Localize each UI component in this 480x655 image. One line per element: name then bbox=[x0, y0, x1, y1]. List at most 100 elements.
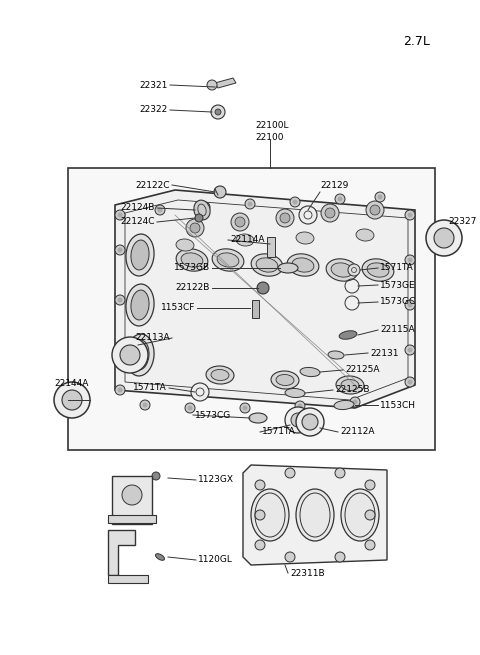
Circle shape bbox=[118, 297, 122, 303]
Ellipse shape bbox=[156, 553, 165, 560]
Text: 22124C: 22124C bbox=[120, 217, 155, 227]
Ellipse shape bbox=[206, 366, 234, 384]
Text: 22100: 22100 bbox=[255, 132, 284, 141]
Text: 1573GC: 1573GC bbox=[380, 297, 416, 307]
Circle shape bbox=[291, 413, 305, 427]
Circle shape bbox=[122, 485, 142, 505]
Circle shape bbox=[257, 282, 269, 294]
Circle shape bbox=[405, 345, 415, 355]
Ellipse shape bbox=[176, 249, 208, 271]
Circle shape bbox=[245, 199, 255, 209]
Circle shape bbox=[408, 303, 412, 307]
Ellipse shape bbox=[271, 371, 299, 389]
Circle shape bbox=[248, 202, 252, 206]
Circle shape bbox=[405, 210, 415, 220]
Circle shape bbox=[231, 213, 249, 231]
Text: 22122B: 22122B bbox=[176, 284, 210, 293]
Circle shape bbox=[215, 109, 221, 115]
Circle shape bbox=[325, 208, 335, 218]
Ellipse shape bbox=[367, 263, 389, 277]
Circle shape bbox=[295, 401, 305, 411]
Ellipse shape bbox=[331, 263, 353, 277]
Text: 22327: 22327 bbox=[448, 217, 476, 227]
Circle shape bbox=[207, 80, 217, 90]
Bar bbox=[252, 300, 259, 318]
Ellipse shape bbox=[131, 340, 149, 370]
Circle shape bbox=[298, 403, 302, 409]
Circle shape bbox=[280, 213, 290, 223]
Circle shape bbox=[255, 540, 265, 550]
Text: 1153CH: 1153CH bbox=[380, 400, 416, 409]
Circle shape bbox=[377, 195, 383, 200]
Ellipse shape bbox=[341, 489, 379, 541]
Ellipse shape bbox=[276, 375, 294, 386]
Ellipse shape bbox=[300, 367, 320, 377]
Ellipse shape bbox=[326, 259, 358, 281]
Circle shape bbox=[434, 228, 454, 248]
Circle shape bbox=[408, 212, 412, 217]
Text: 22100L: 22100L bbox=[255, 121, 288, 130]
Circle shape bbox=[285, 552, 295, 562]
Circle shape bbox=[54, 382, 90, 418]
Circle shape bbox=[62, 390, 82, 410]
Text: 22311B: 22311B bbox=[290, 569, 324, 578]
Circle shape bbox=[348, 264, 360, 276]
Ellipse shape bbox=[126, 284, 154, 326]
Ellipse shape bbox=[341, 379, 359, 390]
Circle shape bbox=[186, 219, 204, 237]
Ellipse shape bbox=[328, 351, 344, 359]
Circle shape bbox=[405, 300, 415, 310]
Circle shape bbox=[140, 400, 150, 410]
Circle shape bbox=[370, 205, 380, 215]
Circle shape bbox=[152, 472, 160, 480]
Circle shape bbox=[188, 405, 192, 411]
Text: 22112A: 22112A bbox=[340, 428, 374, 436]
Text: 22131: 22131 bbox=[370, 348, 398, 358]
Circle shape bbox=[185, 403, 195, 413]
Circle shape bbox=[352, 400, 358, 405]
Circle shape bbox=[292, 200, 298, 204]
Circle shape bbox=[426, 220, 462, 256]
Circle shape bbox=[365, 510, 375, 520]
Ellipse shape bbox=[285, 388, 305, 398]
Circle shape bbox=[157, 208, 163, 212]
Circle shape bbox=[115, 210, 125, 220]
Circle shape bbox=[365, 540, 375, 550]
Text: 1573GB: 1573GB bbox=[174, 263, 210, 272]
Polygon shape bbox=[108, 530, 135, 575]
Text: 22125B: 22125B bbox=[335, 386, 370, 394]
Circle shape bbox=[240, 403, 250, 413]
Ellipse shape bbox=[211, 369, 229, 381]
Circle shape bbox=[408, 257, 412, 263]
Ellipse shape bbox=[296, 232, 314, 244]
Circle shape bbox=[335, 552, 345, 562]
Circle shape bbox=[350, 397, 360, 407]
Ellipse shape bbox=[236, 234, 254, 246]
Ellipse shape bbox=[212, 249, 244, 271]
Circle shape bbox=[335, 468, 345, 478]
Ellipse shape bbox=[339, 331, 357, 339]
Text: 22321: 22321 bbox=[140, 81, 168, 90]
Text: 22129: 22129 bbox=[320, 181, 348, 189]
Circle shape bbox=[408, 379, 412, 384]
Ellipse shape bbox=[194, 200, 210, 220]
Ellipse shape bbox=[292, 258, 314, 272]
Circle shape bbox=[285, 407, 311, 433]
Circle shape bbox=[200, 202, 210, 212]
Ellipse shape bbox=[249, 413, 267, 423]
Circle shape bbox=[118, 388, 122, 392]
Polygon shape bbox=[115, 190, 415, 408]
Ellipse shape bbox=[126, 334, 154, 376]
Circle shape bbox=[366, 201, 384, 219]
Text: 22122C: 22122C bbox=[135, 181, 170, 189]
Polygon shape bbox=[243, 465, 387, 565]
Circle shape bbox=[214, 186, 226, 198]
Ellipse shape bbox=[131, 290, 149, 320]
Text: 1573GE: 1573GE bbox=[380, 280, 416, 290]
Circle shape bbox=[242, 405, 248, 411]
Text: 1571TA: 1571TA bbox=[380, 263, 414, 272]
Bar bbox=[112, 476, 152, 524]
Circle shape bbox=[255, 510, 265, 520]
Circle shape bbox=[115, 295, 125, 305]
Ellipse shape bbox=[217, 253, 239, 267]
